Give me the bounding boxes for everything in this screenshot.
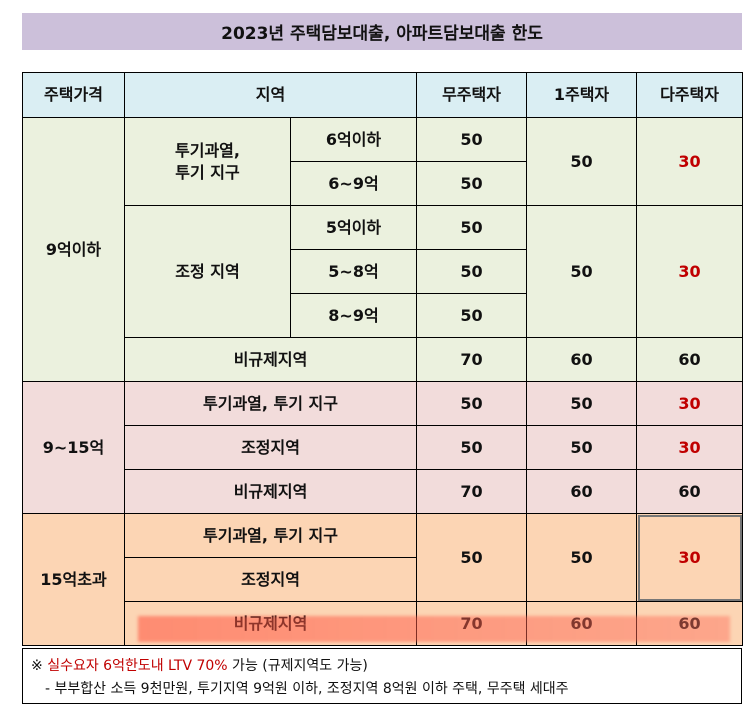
subregion-cell: 5억이하 (289, 205, 418, 250)
one-value: 60 (526, 601, 638, 646)
none-value: 50 (416, 205, 528, 250)
note-prefix: ※ (31, 658, 48, 674)
footnote-line-1: ※ 실수요자 6억한도내 LTV 70% 가능 (규제지역도 가능) (31, 655, 368, 675)
subregion-cell: 6억이하 (289, 117, 418, 162)
region-cell: 투기과열, 투기 지구 (123, 381, 418, 426)
region-cell: 비규제지역 (123, 601, 418, 646)
none-value: 50 (416, 513, 528, 602)
header-one: 1주택자 (526, 72, 638, 118)
none-value: 70 (416, 337, 528, 382)
one-value: 50 (526, 205, 638, 338)
footnote-box: ※ 실수요자 6억한도내 LTV 70% 가능 (규제지역도 가능) - 부부합… (22, 648, 742, 704)
table-header-row: 주택가격 지역 무주택자 1주택자 다주택자 (22, 72, 744, 118)
multi-value: 60 (636, 337, 744, 382)
multi-value: 30 (636, 117, 744, 206)
note-suffix: 가능 (규제지역도 가능) (227, 658, 368, 674)
none-value: 50 (416, 425, 528, 470)
table-row: 9~15억 투기과열, 투기 지구 50 50 30 (22, 381, 744, 514)
header-none: 무주택자 (416, 72, 528, 118)
note-highlight: 실수요자 6억한도내 LTV 70% (47, 658, 228, 674)
multi-value: 30 (636, 205, 744, 338)
subregion-cell: 6~9억 (289, 161, 418, 206)
table-row: 5~8억 50 (23, 249, 743, 294)
table-row: 비규제지역 70 60 60 (23, 337, 744, 382)
region-cell: 투기과열, 투기 지구 (123, 513, 418, 558)
region-cell: 조정지역 (123, 425, 418, 470)
none-value: 50 (416, 293, 528, 338)
ltv-table: 주택가격 지역 무주택자 1주택자 다주택자 9억이하 투기과열, 투기 지구 … (22, 72, 744, 646)
footnote-line-2: - 부부합산 소득 9천만원, 투기지역 9억원 이하, 조정지역 8억원 이하… (45, 681, 569, 697)
header-price: 주택가격 (22, 72, 125, 118)
group-label: 9억이하 (22, 117, 125, 382)
multi-value[interactable]: 30 (636, 513, 744, 602)
one-value: 50 (526, 117, 638, 206)
header-region: 지역 (123, 72, 418, 118)
table-row: 6~9억 50 (23, 161, 743, 206)
region-cell: 조정지역 (123, 557, 418, 602)
header-multi: 다주택자 (636, 72, 744, 118)
table-row: 조정지역 (23, 557, 743, 602)
region-cell: 비규제지역 (123, 337, 418, 382)
region-cell: 비규제지역 (123, 469, 418, 514)
table-row: 9억이하 투기과열, 투기 지구 6억이하 50 50 30 (22, 117, 744, 382)
multi-value: 60 (636, 469, 744, 514)
table-row: 비규제지역 70 60 60 (23, 601, 744, 646)
one-value: 60 (526, 469, 638, 514)
one-value: 60 (526, 337, 638, 382)
one-value: 50 (526, 425, 638, 470)
table-row: 조정 지역 5억이하 50 50 30 (23, 205, 744, 338)
region-cell: 조정 지역 (124, 205, 291, 338)
table-row: 비규제지역 70 60 60 (23, 469, 744, 514)
multi-value: 60 (636, 601, 744, 646)
subregion-cell: 5~8억 (289, 249, 418, 294)
table-row: 8~9억 50 (23, 293, 743, 338)
none-value: 50 (416, 161, 528, 206)
none-value: 50 (416, 249, 528, 294)
multi-value: 30 (636, 381, 744, 426)
none-value: 70 (416, 469, 528, 514)
none-value: 50 (416, 117, 528, 162)
group-label: 15억초과 (22, 513, 125, 646)
none-value: 70 (416, 601, 528, 646)
group-label: 9~15억 (22, 381, 125, 514)
table-row: 15억초과 투기과열, 투기 지구 50 50 30 (22, 513, 744, 646)
table-row: 조정지역 50 50 30 (23, 425, 744, 470)
multi-value: 30 (636, 425, 744, 470)
none-value: 50 (416, 381, 528, 426)
subregion-cell: 8~9억 (289, 293, 418, 338)
one-value: 50 (526, 513, 638, 602)
one-value: 50 (526, 381, 638, 426)
region-cell: 투기과열, 투기 지구 (124, 117, 291, 206)
page-title: 2023년 주택담보대출, 아파트담보대출 한도 (22, 13, 742, 50)
